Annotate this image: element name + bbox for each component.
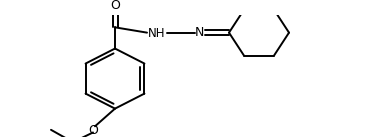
- Text: O: O: [110, 0, 120, 12]
- Text: NH: NH: [148, 27, 166, 40]
- Text: N: N: [194, 26, 204, 39]
- Text: O: O: [88, 124, 98, 137]
